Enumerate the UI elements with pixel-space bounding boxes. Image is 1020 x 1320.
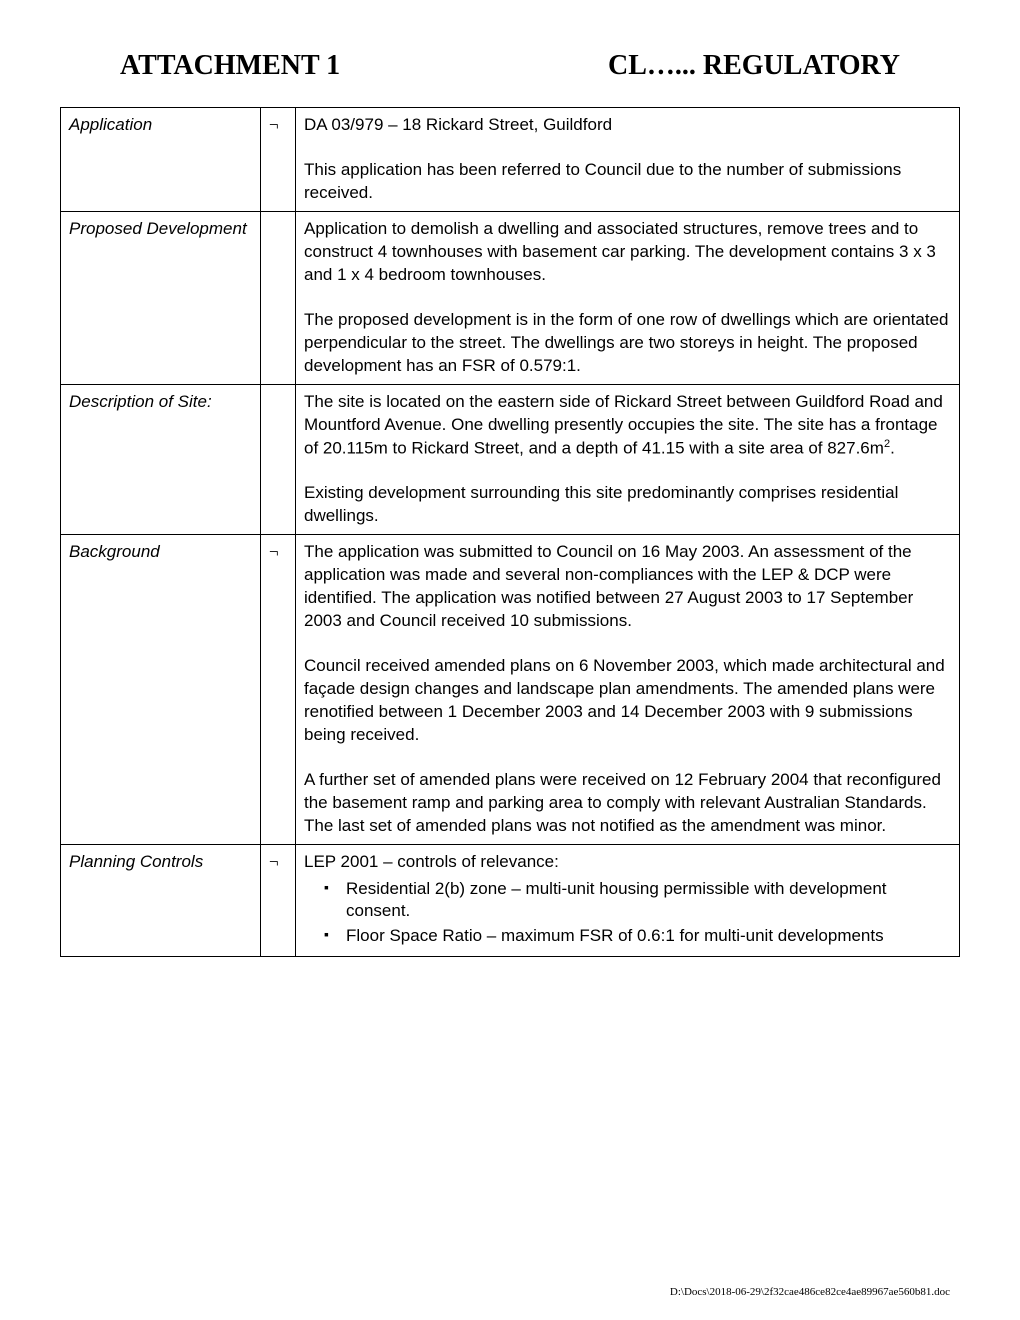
row-label-description: Description of Site: — [61, 384, 261, 534]
row-label-application: Application — [61, 108, 261, 212]
list-item: Residential 2(b) zone – multi-unit housi… — [324, 878, 951, 924]
row-label-planning: Planning Controls — [61, 844, 261, 957]
paragraph-gap — [304, 633, 951, 655]
paragraph-text: The application was submitted to Council… — [304, 542, 913, 630]
paragraph-text: A further set of amended plans were rece… — [304, 770, 941, 835]
row-marker: ¬ — [261, 844, 296, 957]
paragraph-text: Application to demolish a dwelling and a… — [304, 219, 936, 284]
row-label-proposed: Proposed Development — [61, 211, 261, 384]
paragraph-text: LEP 2001 – controls of relevance: — [304, 852, 559, 871]
row-content-planning: LEP 2001 – controls of relevance: Reside… — [296, 844, 960, 957]
paragraph-text: The site is located on the eastern side … — [304, 392, 943, 458]
paragraph-gap — [304, 747, 951, 769]
paragraph-gap — [304, 460, 951, 482]
row-marker: ¬ — [261, 535, 296, 845]
header-right-title: CL…... REGULATORY — [608, 50, 900, 82]
row-marker — [261, 384, 296, 534]
page-header: ATTACHMENT 1 CL…... REGULATORY — [60, 50, 960, 82]
table-row: Background ¬ The application was submitt… — [61, 535, 960, 845]
row-content-description: The site is located on the eastern side … — [296, 384, 960, 534]
paragraph-text: Council received amended plans on 6 Nove… — [304, 656, 945, 744]
paragraph-text: DA 03/979 – 18 Rickard Street, Guildford — [304, 115, 612, 134]
bullet-list: Residential 2(b) zone – multi-unit housi… — [304, 878, 951, 949]
row-marker — [261, 211, 296, 384]
table-row: Planning Controls ¬ LEP 2001 – controls … — [61, 844, 960, 957]
table-row: Description of Site: The site is located… — [61, 384, 960, 534]
document-table: Application ¬ DA 03/979 – 18 Rickard Str… — [60, 107, 960, 957]
paragraph-text: . — [890, 438, 895, 457]
paragraph-text: The proposed development is in the form … — [304, 310, 948, 375]
paragraph-gap — [304, 287, 951, 309]
row-label-background: Background — [61, 535, 261, 845]
list-item: Floor Space Ratio – maximum FSR of 0.6:1… — [324, 925, 951, 948]
row-marker: ¬ — [261, 108, 296, 212]
row-content-background: The application was submitted to Council… — [296, 535, 960, 845]
paragraph-text: Existing development surrounding this si… — [304, 483, 898, 525]
footer-filepath: D:\Docs\2018-06-29\2f32cae486ce82ce4ae89… — [670, 1286, 950, 1298]
paragraph-gap — [304, 137, 951, 159]
row-content-proposed: Application to demolish a dwelling and a… — [296, 211, 960, 384]
table-row: Proposed Development Application to demo… — [61, 211, 960, 384]
header-left-title: ATTACHMENT 1 — [120, 50, 340, 82]
paragraph-text: This application has been referred to Co… — [304, 160, 901, 202]
row-content-application: DA 03/979 – 18 Rickard Street, Guildford… — [296, 108, 960, 212]
table-row: Application ¬ DA 03/979 – 18 Rickard Str… — [61, 108, 960, 212]
